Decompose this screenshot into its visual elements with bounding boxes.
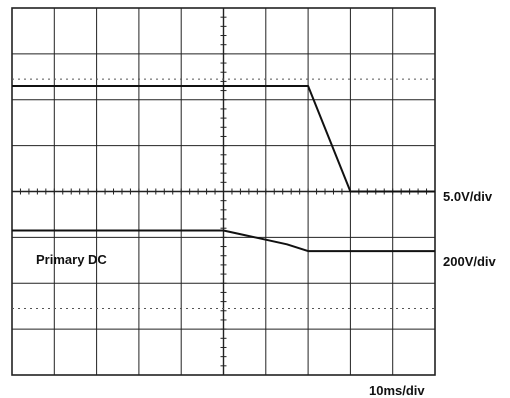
ch1-scale-label: 5.0V/div: [443, 189, 493, 204]
graticule: [11, 7, 436, 376]
trace-primary-dc: [12, 229, 435, 253]
time-scale-label: 10ms/div: [369, 383, 425, 398]
traces: [12, 85, 435, 253]
trace-label-primary-dc: Primary DC: [36, 252, 107, 267]
trace-ch1: [12, 85, 435, 193]
ch2-scale-label: 200V/div: [443, 254, 497, 269]
